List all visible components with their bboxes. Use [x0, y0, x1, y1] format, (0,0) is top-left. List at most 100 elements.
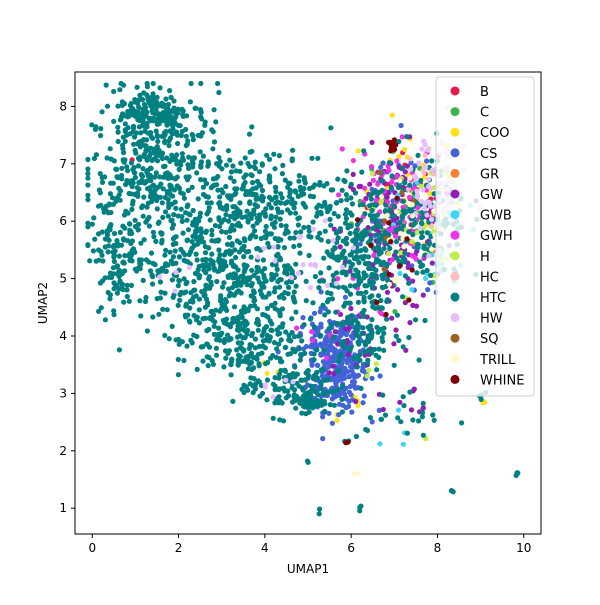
- y-axis-ticks: 1 2 3 4 5 6 7 8: [59, 99, 75, 515]
- point-htc: [314, 397, 321, 403]
- point-htc: [126, 221, 133, 227]
- point-htc: [132, 217, 138, 223]
- point-htc: [251, 211, 257, 217]
- point-gwb: [395, 407, 402, 413]
- point-htc: [239, 274, 245, 280]
- point-htc: [181, 357, 187, 364]
- point-htc: [120, 134, 126, 140]
- point-htc: [91, 215, 97, 221]
- point-htc: [296, 346, 302, 352]
- point-htc: [141, 152, 147, 158]
- point-htc: [252, 345, 258, 351]
- point-htc: [144, 157, 150, 163]
- point-htc: [346, 259, 352, 265]
- point-htc: [402, 250, 408, 256]
- point-htc: [278, 237, 284, 243]
- point-htc: [211, 107, 217, 113]
- point-htc: [243, 249, 250, 255]
- point-htc: [369, 285, 376, 291]
- point-htc: [144, 217, 150, 223]
- point-cs: [352, 385, 359, 391]
- point-htc: [237, 168, 243, 174]
- point-htc: [252, 386, 258, 392]
- legend-marker: [450, 168, 460, 178]
- point-htc: [166, 112, 172, 118]
- point-htc: [340, 322, 346, 328]
- legend-label: HW: [480, 312, 503, 327]
- point-htc: [217, 158, 223, 165]
- x-tick-label: 2: [175, 541, 183, 555]
- point-htc: [113, 282, 119, 288]
- point-htc: [216, 325, 222, 331]
- point-htc: [107, 296, 113, 302]
- point-htc: [364, 427, 371, 434]
- point-htc: [142, 143, 148, 149]
- point-htc: [326, 326, 332, 332]
- point-gwb: [423, 275, 429, 282]
- point-hw: [416, 160, 422, 166]
- point-h: [378, 198, 384, 204]
- point-cs: [369, 375, 375, 381]
- point-htc: [172, 248, 178, 254]
- point-htc: [234, 347, 240, 353]
- point-cs: [380, 160, 386, 166]
- point-htc: [227, 157, 233, 163]
- point-htc: [236, 327, 242, 334]
- point-gwh: [361, 185, 368, 191]
- point-htc: [244, 331, 250, 337]
- point-htc: [85, 224, 91, 230]
- point-htc: [215, 187, 221, 193]
- point-htc: [99, 109, 105, 115]
- point-htc: [198, 162, 204, 168]
- point-htc: [310, 300, 316, 306]
- legend-item-hc: HC: [450, 270, 499, 285]
- point-htc: [261, 272, 267, 278]
- point-htc: [272, 166, 278, 172]
- point-htc: [166, 204, 172, 210]
- point-htc: [276, 394, 282, 400]
- point-htc: [276, 153, 282, 159]
- point-htc: [417, 259, 423, 265]
- point-htc: [289, 156, 295, 162]
- point-htc: [164, 122, 170, 128]
- point-trill: [431, 208, 437, 214]
- point-htc: [252, 159, 258, 165]
- point-htc: [194, 170, 200, 176]
- point-htc: [124, 293, 130, 300]
- point-htc: [341, 248, 347, 254]
- point-htc: [264, 397, 270, 403]
- point-htc: [208, 200, 214, 206]
- point-htc: [226, 218, 232, 224]
- point-gwh: [309, 329, 315, 335]
- point-htc: [136, 124, 143, 130]
- point-gw: [429, 260, 435, 266]
- point-htc: [335, 235, 341, 241]
- point-gwh: [309, 337, 316, 344]
- point-htc: [194, 257, 200, 263]
- point-htc: [388, 184, 394, 190]
- point-htc: [213, 307, 219, 313]
- point-hw: [419, 146, 425, 152]
- point-htc: [362, 349, 368, 355]
- point-htc: [127, 227, 133, 233]
- point-htc: [220, 284, 226, 290]
- point-htc: [129, 184, 135, 190]
- point-htc: [250, 180, 256, 186]
- point-hw: [172, 288, 178, 294]
- point-gw: [420, 292, 426, 298]
- point-htc: [393, 333, 399, 339]
- point-gw: [405, 264, 411, 271]
- point-htc: [396, 337, 402, 344]
- point-htc: [190, 207, 196, 214]
- point-htc: [239, 386, 245, 392]
- point-htc: [376, 246, 382, 252]
- point-htc: [241, 254, 247, 260]
- point-htc: [360, 256, 366, 262]
- point-htc: [304, 458, 311, 464]
- point-htc: [196, 320, 202, 326]
- point-htc: [399, 213, 405, 220]
- point-hw: [429, 167, 435, 173]
- point-htc: [378, 416, 385, 422]
- point-htc: [126, 190, 132, 197]
